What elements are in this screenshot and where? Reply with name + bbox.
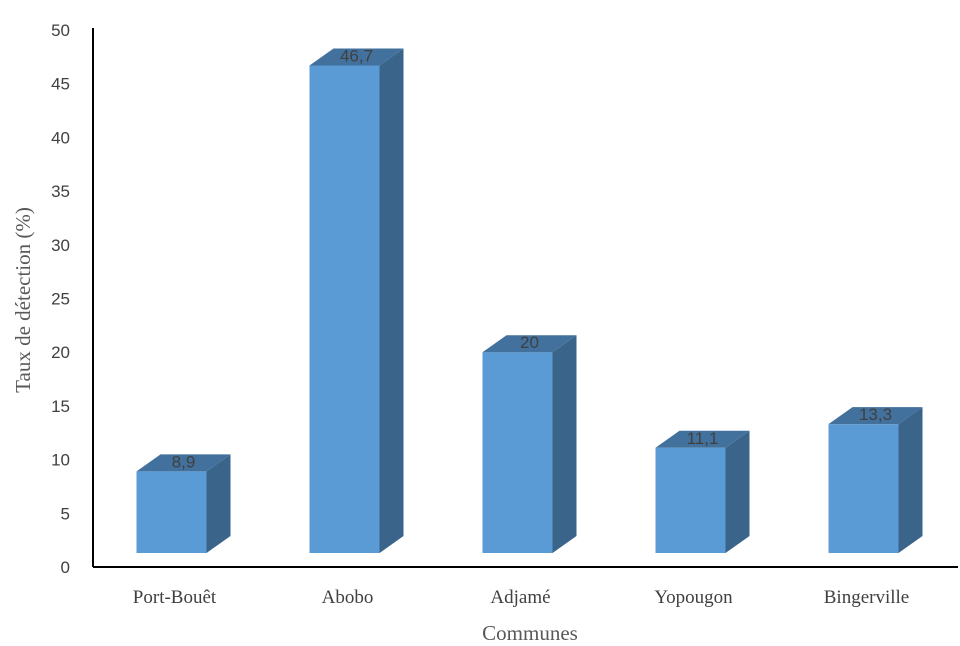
y-tick-label: 20	[51, 343, 70, 362]
x-category-label: Port-Bouêt	[133, 587, 217, 608]
x-category-label: Adjamé	[490, 587, 550, 608]
bar-data-label: 46,7	[340, 46, 373, 65]
y-tick-label: 25	[51, 290, 70, 309]
y-tick-label: 15	[51, 397, 70, 416]
bar-front-face	[309, 65, 380, 553]
bar-data-label: 11,1	[687, 429, 719, 448]
bar: 46,7	[309, 46, 404, 553]
y-tick-label: 40	[51, 128, 70, 147]
bar-side-face	[552, 335, 577, 553]
y-axis-title: Taux de détection (%)	[11, 207, 35, 393]
bar-side-face	[725, 430, 750, 553]
bar-side-face	[898, 407, 923, 553]
bar-front-face	[828, 424, 899, 553]
bar: 13,3	[828, 405, 923, 553]
bar-top-face	[309, 48, 404, 66]
bar-top-face	[655, 430, 750, 448]
y-tick-label: 0	[61, 558, 70, 577]
bar-data-label: 13,3	[859, 405, 892, 424]
bar-front-face	[655, 447, 726, 553]
bar-data-label: 20	[520, 333, 539, 352]
bar: 11,1	[655, 429, 750, 553]
y-tick-label: 35	[51, 182, 70, 201]
x-category-label: Bingerville	[824, 587, 909, 608]
y-tick-label: 30	[51, 236, 70, 255]
y-tick-label: 50	[51, 21, 70, 40]
x-axis-labels: Port-Bouêt Abobo Adjamé Yopougon Bingerville	[133, 587, 909, 608]
bar-front-face	[136, 471, 207, 553]
bar-side-face	[379, 48, 404, 553]
bars: 8,9 46,7 20 11,1 13,3	[136, 46, 923, 553]
x-category-label: Yopougon	[654, 587, 733, 608]
bar-data-label: 8,9	[172, 452, 196, 471]
x-category-label: Abobo	[322, 587, 374, 608]
bar-front-face	[482, 352, 553, 553]
y-tick-label: 45	[51, 75, 70, 94]
y-axis-ticks: 0 5 10 15 20 25 30 35 40 45 50	[51, 21, 70, 577]
bar-top-face	[828, 407, 923, 425]
bar-side-face	[206, 454, 231, 553]
bar: 8,9	[136, 452, 231, 553]
bar-top-face	[136, 454, 231, 472]
x-axis-title: Communes	[482, 621, 578, 645]
axes	[92, 28, 958, 568]
y-tick-label: 10	[51, 451, 70, 470]
y-tick-label: 5	[61, 504, 70, 523]
bar: 20	[482, 333, 577, 553]
bar-top-face	[482, 335, 577, 353]
